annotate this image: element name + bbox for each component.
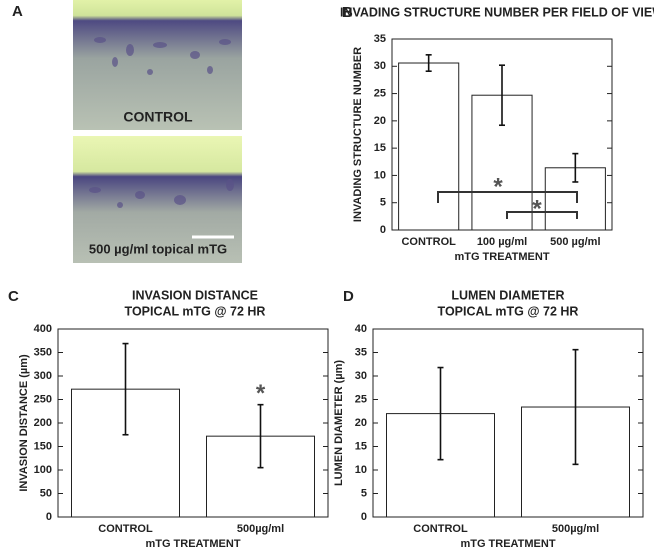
x-tick-label: CONTROL (413, 523, 468, 535)
y-tick-label: 20 (374, 115, 386, 127)
significance-star: * (256, 380, 266, 407)
y-tick-label: 10 (355, 464, 367, 476)
y-tick-label: 400 (34, 323, 52, 335)
y-tick-label: 100 (34, 464, 52, 476)
x-tick-label: 500µg/ml (552, 523, 599, 535)
x-tick-label: CONTROL (98, 523, 153, 535)
y-tick-label: 20 (355, 417, 367, 429)
significance-bracket (506, 211, 578, 219)
image-caption: CONTROL (123, 109, 193, 125)
y-axis-label: LUMEN DIAMETER (µm) (333, 360, 345, 486)
panel-label: B (342, 4, 353, 21)
significance-star: * (532, 195, 542, 222)
y-tick-label: 250 (34, 393, 52, 405)
y-tick-label: 5 (380, 197, 386, 209)
image-caption: 500 µg/ml topical mTG (89, 241, 227, 256)
x-tick-label: 500 µg/ml (550, 236, 600, 248)
y-axis-label: INVADING STRUCTURE NUMBER (352, 47, 364, 222)
y-tick-label: 350 (34, 346, 52, 358)
chart-title: LUMEN DIAMETER (451, 288, 564, 302)
plot-frame (391, 38, 613, 231)
micrograph (73, 0, 242, 130)
significance-star: * (493, 173, 503, 200)
significance-bracket (437, 191, 578, 203)
micrograph (73, 136, 242, 263)
y-tick-label: 35 (374, 33, 386, 45)
y-tick-label: 0 (380, 224, 386, 236)
y-tick-label: 0 (361, 511, 367, 523)
y-tick-label: 30 (355, 370, 367, 382)
y-axis-label: INVASION DISTANCE (µm) (18, 354, 30, 492)
y-tick-label: 25 (374, 87, 386, 99)
bar (398, 62, 460, 231)
plot-frame (372, 328, 644, 518)
x-tick-label: 500µg/ml (237, 523, 284, 535)
y-tick-label: 5 (361, 487, 367, 499)
plot-frame (57, 328, 329, 518)
x-tick-label: 100 µg/ml (477, 236, 527, 248)
panel-label: C (8, 288, 19, 305)
chart-title: INVASION DISTANCE (132, 288, 258, 302)
y-tick-label: 10 (374, 169, 386, 181)
y-tick-label: 200 (34, 417, 52, 429)
chart-subtitle: TOPICAL mTG @ 72 HR (438, 304, 579, 318)
panel-label: D (343, 288, 354, 305)
y-tick-label: 40 (355, 323, 367, 335)
panel-label: A (12, 3, 23, 20)
y-tick-label: 30 (374, 60, 386, 72)
x-axis-label: mTG TREATMENT (454, 251, 549, 263)
y-tick-label: 15 (374, 142, 386, 154)
y-tick-label: 300 (34, 370, 52, 382)
chart-title: INVADING STRUCTURE NUMBER PER FIELD OF V… (340, 5, 654, 19)
cell-texture (89, 179, 234, 208)
y-tick-label: 50 (40, 487, 52, 499)
chart-subtitle: TOPICAL mTG @ 72 HR (125, 304, 266, 318)
x-tick-label: CONTROL (401, 236, 456, 248)
y-tick-label: 0 (46, 511, 52, 523)
y-tick-label: 150 (34, 440, 52, 452)
x-axis-label: mTG TREATMENT (145, 538, 240, 550)
cell-texture (94, 37, 231, 75)
x-axis-label: mTG TREATMENT (460, 538, 555, 550)
y-tick-label: 25 (355, 393, 367, 405)
y-tick-label: 15 (355, 440, 367, 452)
y-tick-label: 35 (355, 346, 367, 358)
